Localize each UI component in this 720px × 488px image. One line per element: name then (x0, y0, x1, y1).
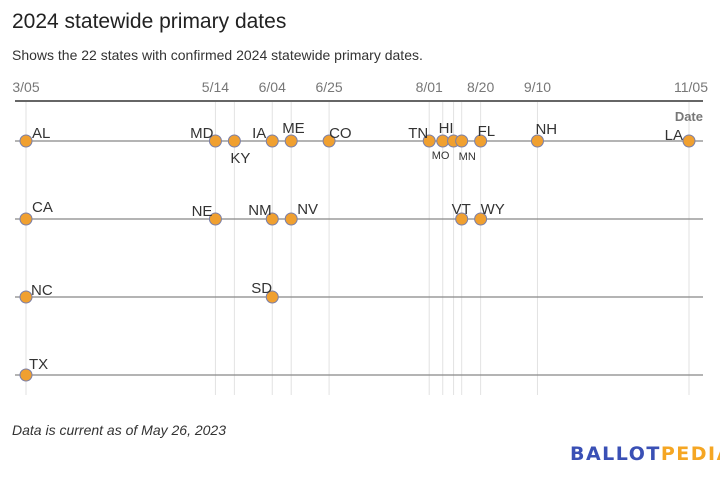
x-tick-label: 5/14 (202, 79, 229, 95)
x-tick-label: 6/25 (315, 79, 342, 95)
ballotpedia-logo: BALLOTPEDIA (570, 443, 720, 465)
dot-nc (19, 290, 33, 304)
state-label-al: AL (32, 125, 50, 142)
dot-ne (208, 212, 222, 226)
state-label-ia: IA (252, 125, 266, 142)
state-label-tn: TN (408, 125, 428, 142)
state-label-ne: NE (192, 203, 213, 220)
x-tick-label: 11/05 (674, 79, 708, 95)
logo-part-1: BALLOT (570, 443, 661, 465)
dot-nv (284, 212, 298, 226)
state-label-nc: NC (31, 282, 53, 299)
state-label-hi: HI (439, 120, 454, 137)
x-tick-label: 8/20 (467, 79, 494, 95)
x-tick-label: 9/10 (524, 79, 551, 95)
dot-tx (19, 368, 33, 382)
chart-title: 2024 statewide primary dates (12, 10, 287, 33)
x-tick-label: 8/01 (416, 79, 443, 95)
state-label-la: LA (665, 127, 683, 144)
chart-subtitle: Shows the 22 states with confirmed 2024 … (12, 47, 423, 63)
dot-fl (474, 134, 488, 148)
state-label-mo: MO (432, 150, 450, 162)
x-axis-label: Date (675, 109, 703, 124)
dot-me (284, 134, 298, 148)
data-note: Data is current as of May 26, 2023 (12, 422, 226, 438)
state-label-ca: CA (32, 199, 53, 216)
state-label-nh: NH (535, 121, 557, 138)
timeline-chart: 3/05 5/14 6/04 6/25 8/01 8/20 9/10 11/05 Date AL M… (12, 79, 708, 395)
dot-sd (265, 290, 279, 304)
state-label-wy: WY (481, 201, 505, 218)
dot-ca (19, 212, 33, 226)
x-tick-label: 6/04 (259, 79, 286, 95)
state-label-me: ME (282, 120, 305, 137)
state-label-co: CO (329, 125, 352, 142)
dot-ia (265, 134, 279, 148)
dot-ky (227, 134, 241, 148)
dot-vt (455, 212, 469, 226)
state-label-mn: MN (459, 151, 476, 163)
state-label-ky: KY (230, 150, 250, 167)
state-label-md: MD (190, 125, 213, 142)
state-label-sd: SD (251, 280, 272, 297)
dot-nm (265, 212, 279, 226)
dot-al (19, 134, 33, 148)
state-label-fl: FL (478, 123, 496, 140)
dot-mn (455, 134, 469, 148)
state-label-nm: NM (248, 202, 271, 219)
state-label-tx: TX (29, 356, 48, 373)
logo-part-2: PEDIA (660, 443, 720, 465)
state-label-nv: NV (297, 201, 318, 218)
dot-nh (530, 134, 544, 148)
x-tick-label: 3/05 (12, 79, 39, 95)
state-label-vt: VT (452, 201, 471, 218)
dot-wy (474, 212, 488, 226)
dot-co (322, 134, 336, 148)
dot-md (208, 134, 222, 148)
dot-tn (422, 134, 436, 148)
dot-la (682, 134, 696, 148)
